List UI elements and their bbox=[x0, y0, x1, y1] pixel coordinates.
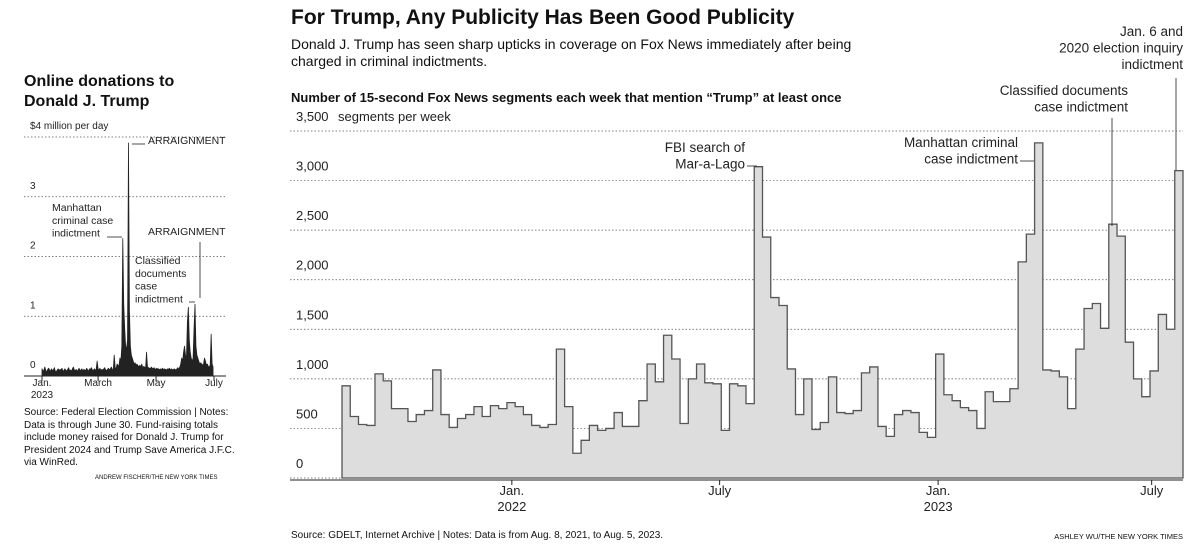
y-tick-label: 3,000 bbox=[296, 159, 329, 174]
x-tick-label-line: 2022 bbox=[497, 499, 526, 514]
annotation-line: Classified bbox=[135, 255, 181, 267]
annotation-line: case bbox=[135, 281, 157, 293]
annotation-line: criminal case bbox=[52, 215, 113, 227]
segments-step-area bbox=[341, 142, 1184, 479]
annotation: Classified documents case indictment bbox=[135, 255, 186, 305]
annotation-line: 2020 election inquiry bbox=[1059, 41, 1183, 56]
annotation: Jan. 6 and 2020 election inquiry indictmen… bbox=[1059, 24, 1183, 72]
annotation: FBI search of Mar-a-Lago bbox=[665, 140, 746, 172]
annotation-line: Manhattan criminal bbox=[904, 135, 1018, 150]
x-tick-label-line: Jan. bbox=[926, 483, 951, 498]
x-tick-label: July bbox=[205, 378, 223, 389]
x-tick-label: July bbox=[1140, 483, 1164, 498]
annotation-line: indictment bbox=[52, 228, 100, 240]
y-unit-label: segments per week bbox=[338, 109, 451, 124]
annotation-line: indictment bbox=[135, 293, 183, 305]
y-tick-label: 1 bbox=[30, 300, 36, 311]
y-tick-label: 3 bbox=[30, 181, 36, 192]
chart-note: Source: GDELT, Internet Archive | Notes:… bbox=[291, 530, 664, 541]
annotation-line: ARRAIGNMENT bbox=[148, 135, 226, 147]
x-tick-label-line: May bbox=[147, 378, 166, 389]
y-tick-label: 1,000 bbox=[296, 357, 329, 372]
y-tick-label: 2,500 bbox=[296, 208, 329, 223]
x-tick-label-line: March bbox=[84, 378, 112, 389]
annotation: Classified documents case indictment bbox=[1000, 83, 1129, 115]
annotation-line: Manhattan bbox=[52, 202, 102, 214]
x-tick-label: Jan. 2023 bbox=[924, 483, 953, 514]
left-chart-credit: ANDREW FISCHER/THE NEW YORK TIMES bbox=[95, 475, 218, 481]
left-chart-note: Source: Federal Election Commission | No… bbox=[24, 407, 235, 468]
annotation-line: indictment bbox=[1121, 57, 1183, 72]
y-tick-label: 2 bbox=[30, 241, 36, 252]
annotation-line: Jan. 6 and bbox=[1120, 24, 1183, 39]
annotation: ARRAIGNMENT bbox=[148, 226, 226, 238]
y-tick-label: 0 bbox=[296, 456, 303, 471]
x-tick-label: March bbox=[84, 378, 112, 389]
x-tick-label-line: Jan. bbox=[500, 483, 525, 498]
chart-axis-title: Number of 15-second Fox News segments ea… bbox=[291, 90, 842, 105]
annotation-line: Mar-a-Lago bbox=[675, 157, 745, 172]
x-tick-label-line: 2023 bbox=[924, 499, 953, 514]
x-tick-label: Jan. 2023 bbox=[31, 378, 54, 401]
annotation-line: case indictment bbox=[924, 152, 1018, 167]
annotation: ARRAIGNMENT bbox=[148, 135, 226, 147]
annotation-line: Classified documents bbox=[1000, 83, 1129, 98]
y-tick-label: 0 bbox=[30, 360, 36, 371]
annotation-line: case indictment bbox=[1034, 100, 1128, 115]
annotation: Manhattan criminal case indictment bbox=[904, 135, 1018, 167]
y-tick-label: 3,500 bbox=[296, 109, 329, 124]
x-tick-label: July bbox=[708, 483, 732, 498]
annotation: Manhattan criminal case indictment bbox=[52, 202, 113, 240]
chart-title: For Trump, Any Publicity Has Been Good P… bbox=[291, 6, 795, 29]
x-tick-label-line: July bbox=[708, 483, 732, 498]
annotation-line: FBI search of bbox=[665, 140, 746, 155]
y-tick-label: 500 bbox=[296, 406, 318, 421]
x-tick-label-line: July bbox=[1140, 483, 1164, 498]
x-tick-label-line: Jan. bbox=[33, 378, 52, 389]
chart-subtitle: Donald J. Trump has seen sharp upticks i… bbox=[291, 36, 852, 69]
chart-credit: ASHLEY WU/THE NEW YORK TIMES bbox=[1054, 532, 1183, 541]
y-tick-label: $4 million per day bbox=[30, 121, 108, 132]
x-tick-label: May bbox=[147, 378, 166, 389]
annotation-line: documents bbox=[135, 268, 186, 280]
y-tick-label: 1,500 bbox=[296, 307, 329, 322]
donations-area bbox=[41, 142, 214, 377]
left-chart-title: Online donations to Donald J. Trump bbox=[24, 73, 175, 110]
annotation-line: ARRAIGNMENT bbox=[148, 226, 226, 238]
x-tick-label: Jan. 2022 bbox=[497, 483, 526, 514]
y-tick-label: 2,000 bbox=[296, 258, 329, 273]
x-tick-label-line: 2023 bbox=[31, 390, 54, 401]
x-tick-label-line: July bbox=[205, 378, 223, 389]
